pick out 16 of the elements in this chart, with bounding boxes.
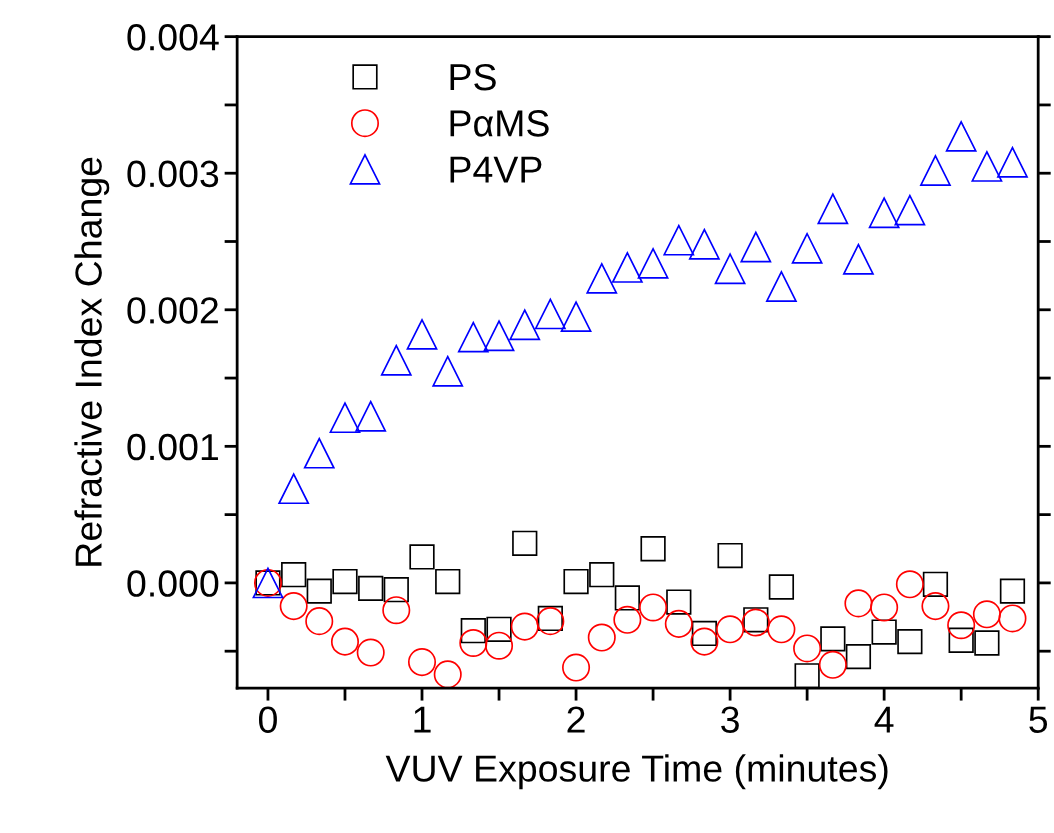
y-tick-label: 0.000 [127,570,219,597]
legend-label: PS [450,63,496,91]
y-tick-label: 0.002 [127,297,218,324]
y-tick-label: 0.003 [127,160,219,188]
y-axis-title: Refractive Index Change [74,157,110,566]
y-tick-label: 0.004 [127,24,219,51]
y-tick-label: 0.001 [127,433,218,461]
x-tick-label: 0 [259,706,277,733]
x-tick-label: 1 [414,706,431,733]
x-tick-label: 5 [1029,706,1048,733]
x-tick-label: 4 [874,706,894,733]
x-tick-label: 3 [721,706,739,733]
legend-label: P4VP [450,156,542,183]
x-axis-title: VUV Exposure Time (minutes) [385,754,888,790]
x-tick-label: 2 [567,706,585,733]
legend-label: PαMS [450,110,549,137]
